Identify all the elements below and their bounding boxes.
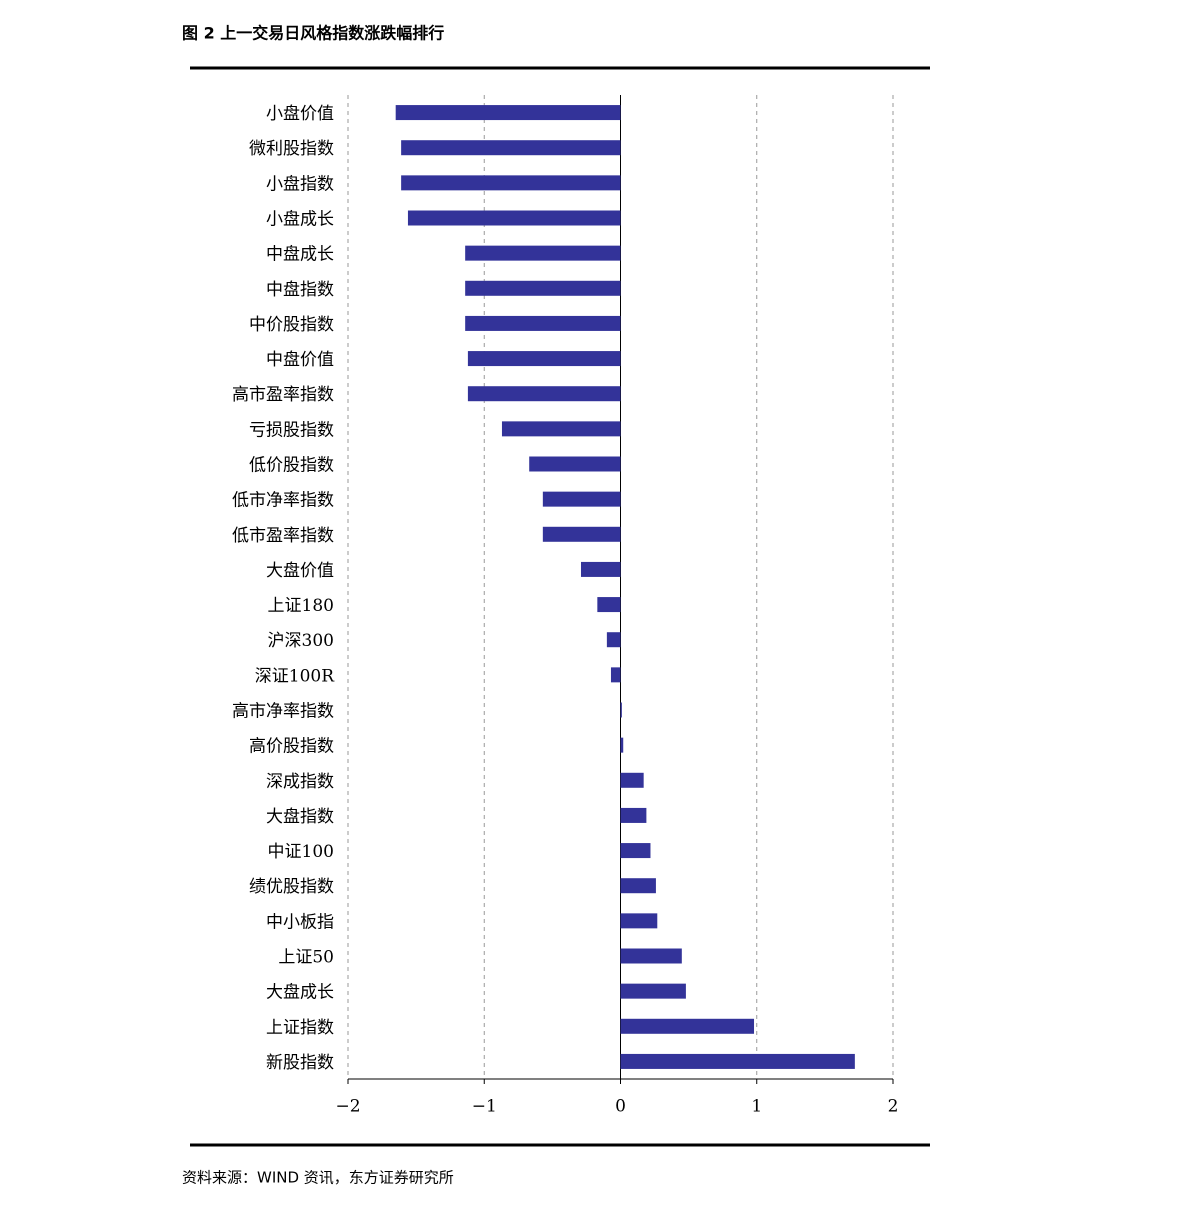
y-tick-label: 微利股指数 xyxy=(249,139,334,159)
y-tick-label: 中证100 xyxy=(268,842,334,862)
x-tick-label: 2 xyxy=(888,1097,899,1117)
y-tick-label: 中盘成长 xyxy=(266,245,334,265)
bar xyxy=(501,421,621,437)
y-tick-label: 大盘指数 xyxy=(266,807,334,827)
bar xyxy=(580,561,621,577)
y-tick-label: 深证100R xyxy=(255,666,335,686)
source-note: 资料来源：WIND 资讯，东方证券研究所 xyxy=(182,1169,454,1187)
bar xyxy=(620,1018,755,1034)
bar xyxy=(401,140,621,156)
bar xyxy=(401,175,621,191)
y-tick-label: 沪深300 xyxy=(268,631,334,651)
y-tick-label: 低市净率指数 xyxy=(232,491,334,511)
y-tick-label: 上证50 xyxy=(278,948,334,968)
bar xyxy=(407,210,621,226)
y-tick-label: 绩优股指数 xyxy=(249,877,334,897)
y-tick-label: 高市盈率指数 xyxy=(232,385,334,405)
x-tick-label: 1 xyxy=(751,1097,762,1117)
y-tick-label: 中小板指 xyxy=(266,912,334,932)
y-tick-label: 小盘价值 xyxy=(266,104,334,124)
y-tick-label: 深成指数 xyxy=(266,772,334,792)
x-tick-label: 0 xyxy=(615,1097,626,1117)
y-tick-label: 上证180 xyxy=(268,596,334,616)
bar xyxy=(395,105,621,121)
bar xyxy=(467,351,621,367)
bar xyxy=(620,737,624,753)
bar xyxy=(620,878,656,894)
bar xyxy=(620,1053,855,1069)
bar xyxy=(465,245,621,261)
y-tick-label: 高市净率指数 xyxy=(232,702,334,722)
bar xyxy=(542,526,621,542)
bar xyxy=(610,667,621,683)
bar xyxy=(620,983,686,999)
bar xyxy=(620,948,682,964)
bar xyxy=(467,386,621,402)
chart-title: 图 2 上一交易日风格指数涨跌幅排行 xyxy=(182,24,444,43)
bar xyxy=(606,632,621,648)
bar xyxy=(465,315,621,331)
bar xyxy=(597,597,621,613)
y-tick-label: 小盘成长 xyxy=(266,210,334,230)
bar xyxy=(620,807,647,823)
bar xyxy=(620,702,622,718)
y-tick-label: 高价股指数 xyxy=(249,737,334,757)
y-tick-label: 小盘指数 xyxy=(266,174,334,194)
y-tick-label: 上证指数 xyxy=(266,1018,334,1038)
x-tick-label: −1 xyxy=(472,1097,497,1117)
bar xyxy=(620,772,644,788)
y-tick-label: 新股指数 xyxy=(266,1053,334,1073)
y-tick-label: 低市盈率指数 xyxy=(232,526,334,546)
y-tick-label: 大盘价值 xyxy=(266,561,334,581)
y-tick-label: 中价股指数 xyxy=(249,315,334,335)
bar xyxy=(529,456,621,472)
y-tick-label: 中盘价值 xyxy=(266,350,334,370)
y-tick-label: 大盘成长 xyxy=(266,983,334,1003)
bar xyxy=(542,491,621,507)
bar xyxy=(465,280,621,296)
y-tick-label: 低价股指数 xyxy=(249,456,334,476)
bar xyxy=(620,913,658,929)
y-tick-label: 亏损股指数 xyxy=(249,420,334,440)
x-tick-label: −2 xyxy=(335,1097,360,1117)
bar xyxy=(620,843,651,859)
y-tick-label: 中盘指数 xyxy=(266,280,334,300)
